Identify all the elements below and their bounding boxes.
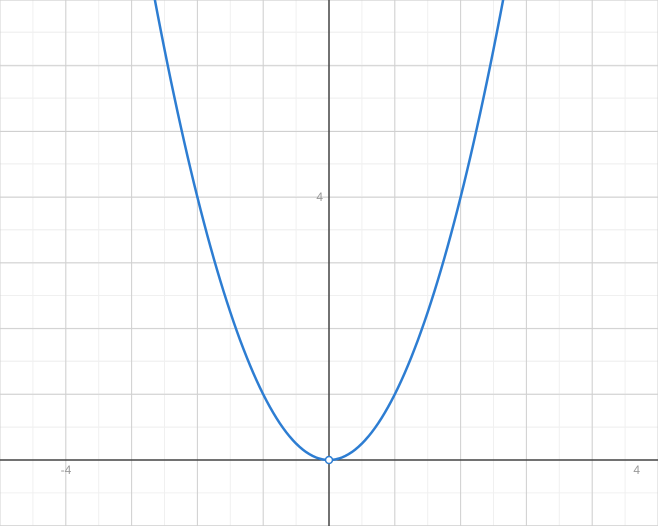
chart-container: -4 4 4 (0, 0, 658, 526)
axis-tick-label: 4 (633, 463, 640, 477)
vertex-point (326, 457, 333, 464)
axis-tick-label: 4 (316, 190, 323, 204)
parabola-chart: -4 4 4 (0, 0, 658, 526)
axis-tick-label: -4 (61, 463, 72, 477)
